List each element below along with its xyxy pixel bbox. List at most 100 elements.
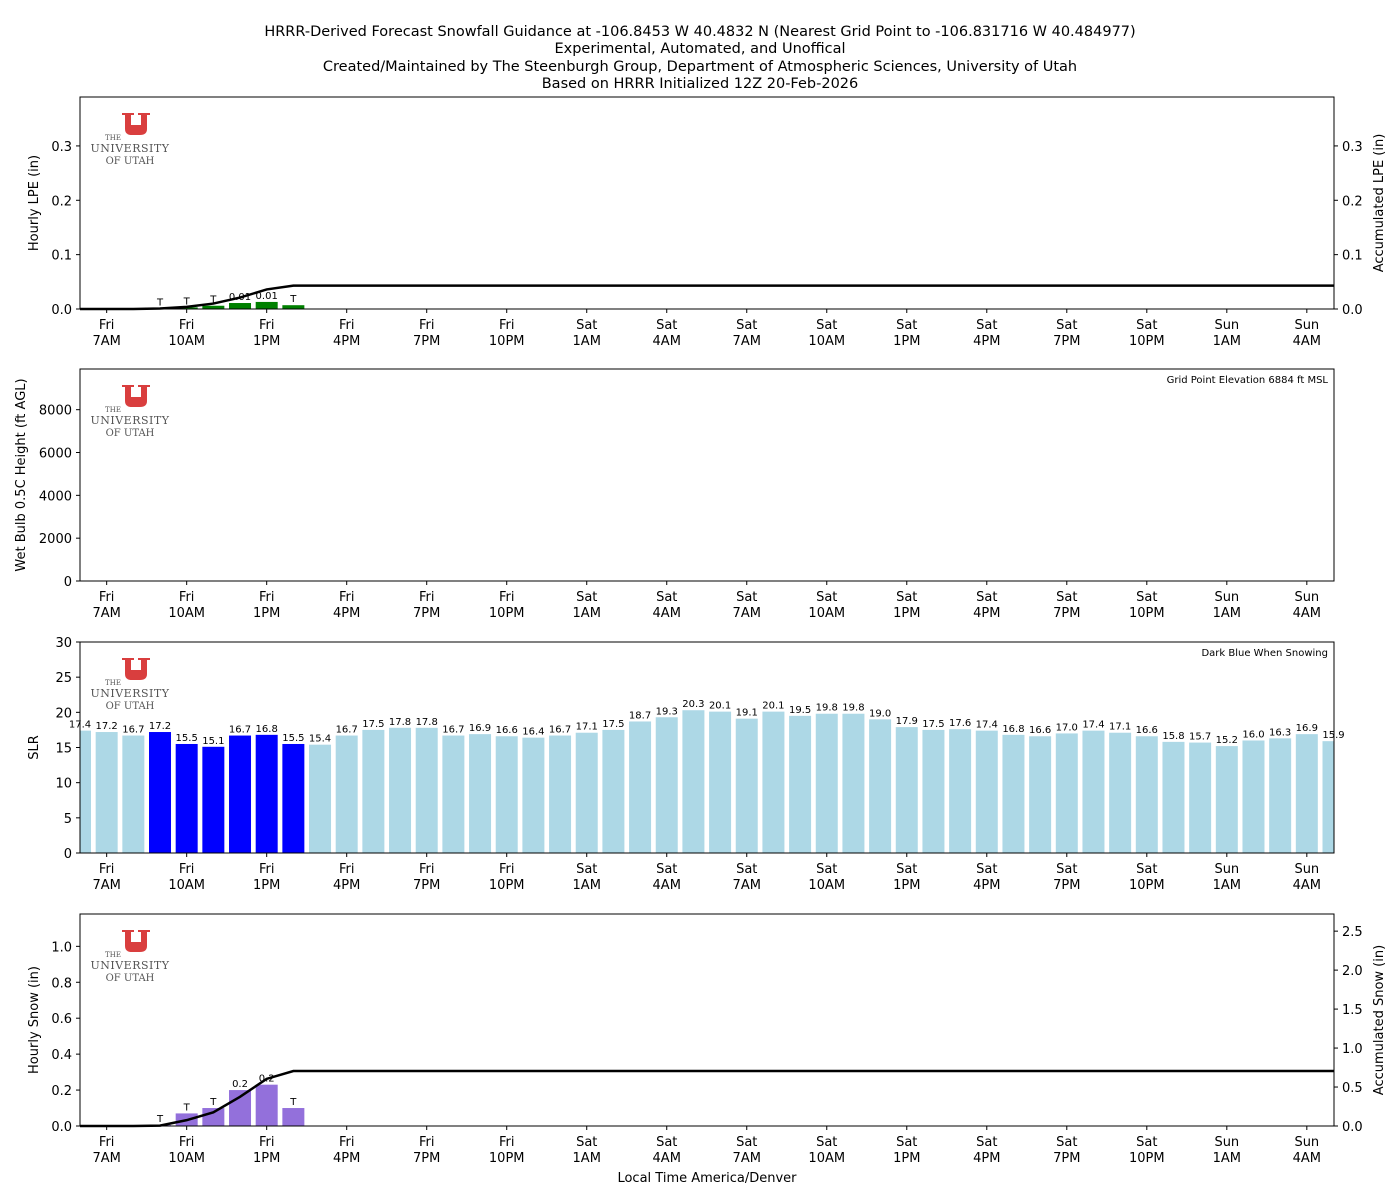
svg-text:OF UTAH: OF UTAH (106, 973, 155, 984)
bar (895, 727, 918, 853)
bar (389, 727, 412, 853)
bar-label: 16.6 (1136, 725, 1158, 736)
bar-label: T (183, 1102, 191, 1113)
bar (1162, 741, 1185, 853)
bar (495, 736, 518, 853)
x-tick-label: Fri 7PM (413, 318, 440, 349)
bar-label: 15.9 (1322, 730, 1344, 741)
annotation: Grid Point Elevation 6884 ft MSL (1167, 375, 1329, 386)
bar-label: 16.8 (1002, 724, 1024, 735)
y2-tick-label: 0.0 (1342, 1120, 1363, 1135)
bar (709, 711, 732, 853)
bar (629, 721, 652, 853)
bar-label: 16.3 (1269, 727, 1291, 738)
bar-label: 16.6 (496, 725, 518, 736)
bar (522, 737, 545, 853)
bar (229, 735, 252, 853)
bar-label: 19.3 (656, 706, 678, 717)
x-tick-label: Sat 7PM (1053, 862, 1080, 893)
bar (1269, 738, 1292, 853)
x-tick-label: Fri 7AM (92, 590, 120, 621)
y-tick-label: 0.3 (51, 140, 72, 155)
y2-tick-label: 1.5 (1342, 1003, 1363, 1018)
bar (255, 301, 278, 309)
x-tick-label: Fri 1PM (253, 862, 280, 893)
bar (762, 711, 785, 853)
x-tick-label: Sun 1AM (1213, 1135, 1241, 1166)
x-tick-label: Fri 7PM (413, 1135, 440, 1166)
y-tick-label: 0 (64, 847, 72, 862)
x-tick-label: Sat 1AM (573, 590, 601, 621)
x-tick-label: Sat 7PM (1053, 1135, 1080, 1166)
x-tick-label: Sat 1PM (893, 1135, 920, 1166)
bar (1135, 736, 1158, 853)
bar-label: 16.7 (229, 725, 251, 736)
y-tick-label: 4000 (39, 489, 72, 504)
bar-label: 16.7 (122, 725, 144, 736)
bar (1002, 734, 1025, 853)
bar-label: 17.1 (1109, 722, 1131, 733)
svg-text:OF UTAH: OF UTAH (106, 156, 155, 167)
svg-text:THE: THE (105, 679, 121, 687)
y2-axis-label: Accumulated LPE (in) (1372, 134, 1387, 273)
svg-text:THE: THE (105, 406, 121, 414)
title-line-3: Created/Maintained by The Steenburgh Gro… (323, 59, 1077, 75)
bar (869, 719, 892, 853)
title: HRRR-Derived Forecast Snowfall Guidance … (264, 24, 1135, 92)
bar-label: 16.9 (469, 723, 491, 734)
y-axis-label: Wet Bulb 0.5C Height (ft AGL) (14, 378, 29, 571)
bar (149, 732, 172, 853)
panel-1: T T T 0.01 0.01 T0.00.10.20.3 Accumulated LPE … (27, 96, 1387, 349)
bar-label: 15.4 (309, 734, 331, 745)
x-tick-label: Fri 10AM (168, 862, 205, 893)
x-tick-label: Sat 1AM (573, 318, 601, 349)
y-tick-label: 1.0 (51, 940, 72, 955)
svg-text:UNIVERSITY: UNIVERSITY (91, 687, 170, 700)
bar-label: T (156, 297, 164, 308)
bar-label: 17.1 (576, 722, 598, 733)
x-tick-label: Fri 4PM (333, 318, 360, 349)
bar-label: 19.0 (869, 708, 891, 719)
x-tick-label: Sat 1AM (573, 862, 601, 893)
plot-frame (79, 368, 1335, 582)
y-tick-label: 0.4 (51, 1048, 72, 1063)
x-tick-label: Sat 4PM (973, 1135, 1000, 1166)
svg-text:UNIVERSITY: UNIVERSITY (91, 414, 170, 427)
y2-tick-label: 2.0 (1342, 964, 1363, 979)
x-tick-label: Fri 10PM (489, 318, 525, 349)
accumulated-line (80, 1069, 1334, 1128)
x-tick-label: Sat 1AM (573, 1135, 601, 1166)
bar (362, 729, 385, 853)
y-axis-label: SLR (27, 735, 42, 760)
bar-label: T (183, 296, 191, 307)
bar (922, 729, 945, 853)
bar (282, 1108, 305, 1126)
bar-label: 16.6 (1029, 725, 1051, 736)
x-tick-label: Sat 10PM (1129, 318, 1165, 349)
bar (1242, 740, 1265, 853)
bar (1215, 746, 1238, 853)
x-tick-label: Sat 1PM (893, 862, 920, 893)
plot-frame (79, 96, 1335, 310)
bar-label: 17.2 (96, 721, 118, 732)
x-tick-label: Sat 4AM (653, 1135, 681, 1166)
bar-label: 16.0 (1242, 729, 1264, 740)
x-tick-label: Sat 7PM (1053, 590, 1080, 621)
u-logo-icon (122, 930, 150, 952)
bar (975, 730, 998, 853)
bar-label: 17.2 (149, 721, 171, 732)
y2-tick-label: 2.5 (1342, 925, 1363, 940)
y2-tick-label: 0.1 (1342, 249, 1363, 264)
x-tick-label: Sat 7PM (1053, 318, 1080, 349)
bar (335, 735, 358, 853)
x-tick-label: Sat 7AM (733, 862, 761, 893)
y2-tick-label: 0.3 (1342, 140, 1363, 155)
bar-label: 15.5 (176, 733, 198, 744)
bar (549, 735, 572, 853)
x-tick-label: Sat 10PM (1129, 590, 1165, 621)
y-tick-label: 0.2 (51, 1084, 72, 1099)
